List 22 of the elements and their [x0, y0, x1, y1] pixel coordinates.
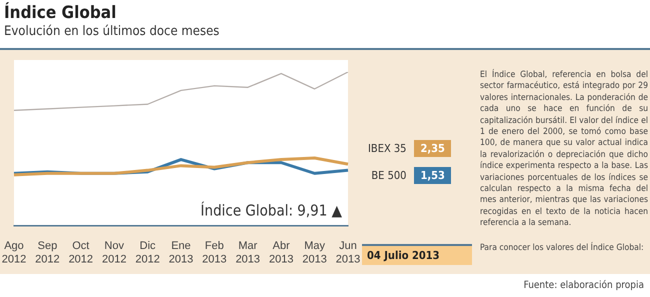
x-tick-label: Oct 2012	[68, 240, 94, 266]
x-tick-label: Dic 2012	[135, 240, 160, 266]
x-tick-label: Abr 2013	[268, 240, 294, 266]
x-tick-label: Nov 2012	[102, 240, 126, 266]
x-tick-label: Sep 2012	[35, 240, 60, 266]
text: Para conocer los valores del Índice Global:	[480, 243, 645, 253]
legend-label: BE 500	[371, 169, 406, 182]
text: 2,35	[414, 140, 451, 157]
chart-subtitle: Evolución en los últimos doce meses	[4, 24, 220, 39]
x-tick-label: May 2013	[302, 240, 327, 266]
annotation: Índice Global: 9,91 ▲	[200, 201, 343, 220]
text: 04 Julio 2013	[362, 244, 472, 265]
chart-title: Índice Global	[4, 1, 116, 24]
x-tick-label: Mar 2013	[236, 240, 260, 266]
source-note: Fuente: elaboración propia	[524, 280, 644, 291]
x-tick-label: Jun 2013	[336, 240, 360, 266]
text: El Índice Global, referencia en bolsa del sector farmacéutico, está integrado por 29 valores internacionales. La ponderación de cada uno se hace en función de su capitalización bursátil. El valor del índice el 1 de enero del 2000, se tomó como base 100, de manera que su valor actual indica la revalorización o depreciación que dicho índice experimenta respecto a la base. Las variaciones porcentuales de los índices se calculan respecto a la misma fecha del mes anterior, mientras que las variaciones recogidas en el texto de la noticia hacen referencia a la semana.	[480, 70, 648, 228]
legend-label: IBEX 35	[368, 142, 406, 155]
text: 1,53	[414, 167, 451, 184]
x-tick-label: Feb 2013	[202, 240, 227, 266]
x-tick-label: Ene 2013	[168, 240, 194, 266]
x-tick-label: Ago 2012	[2, 240, 26, 266]
